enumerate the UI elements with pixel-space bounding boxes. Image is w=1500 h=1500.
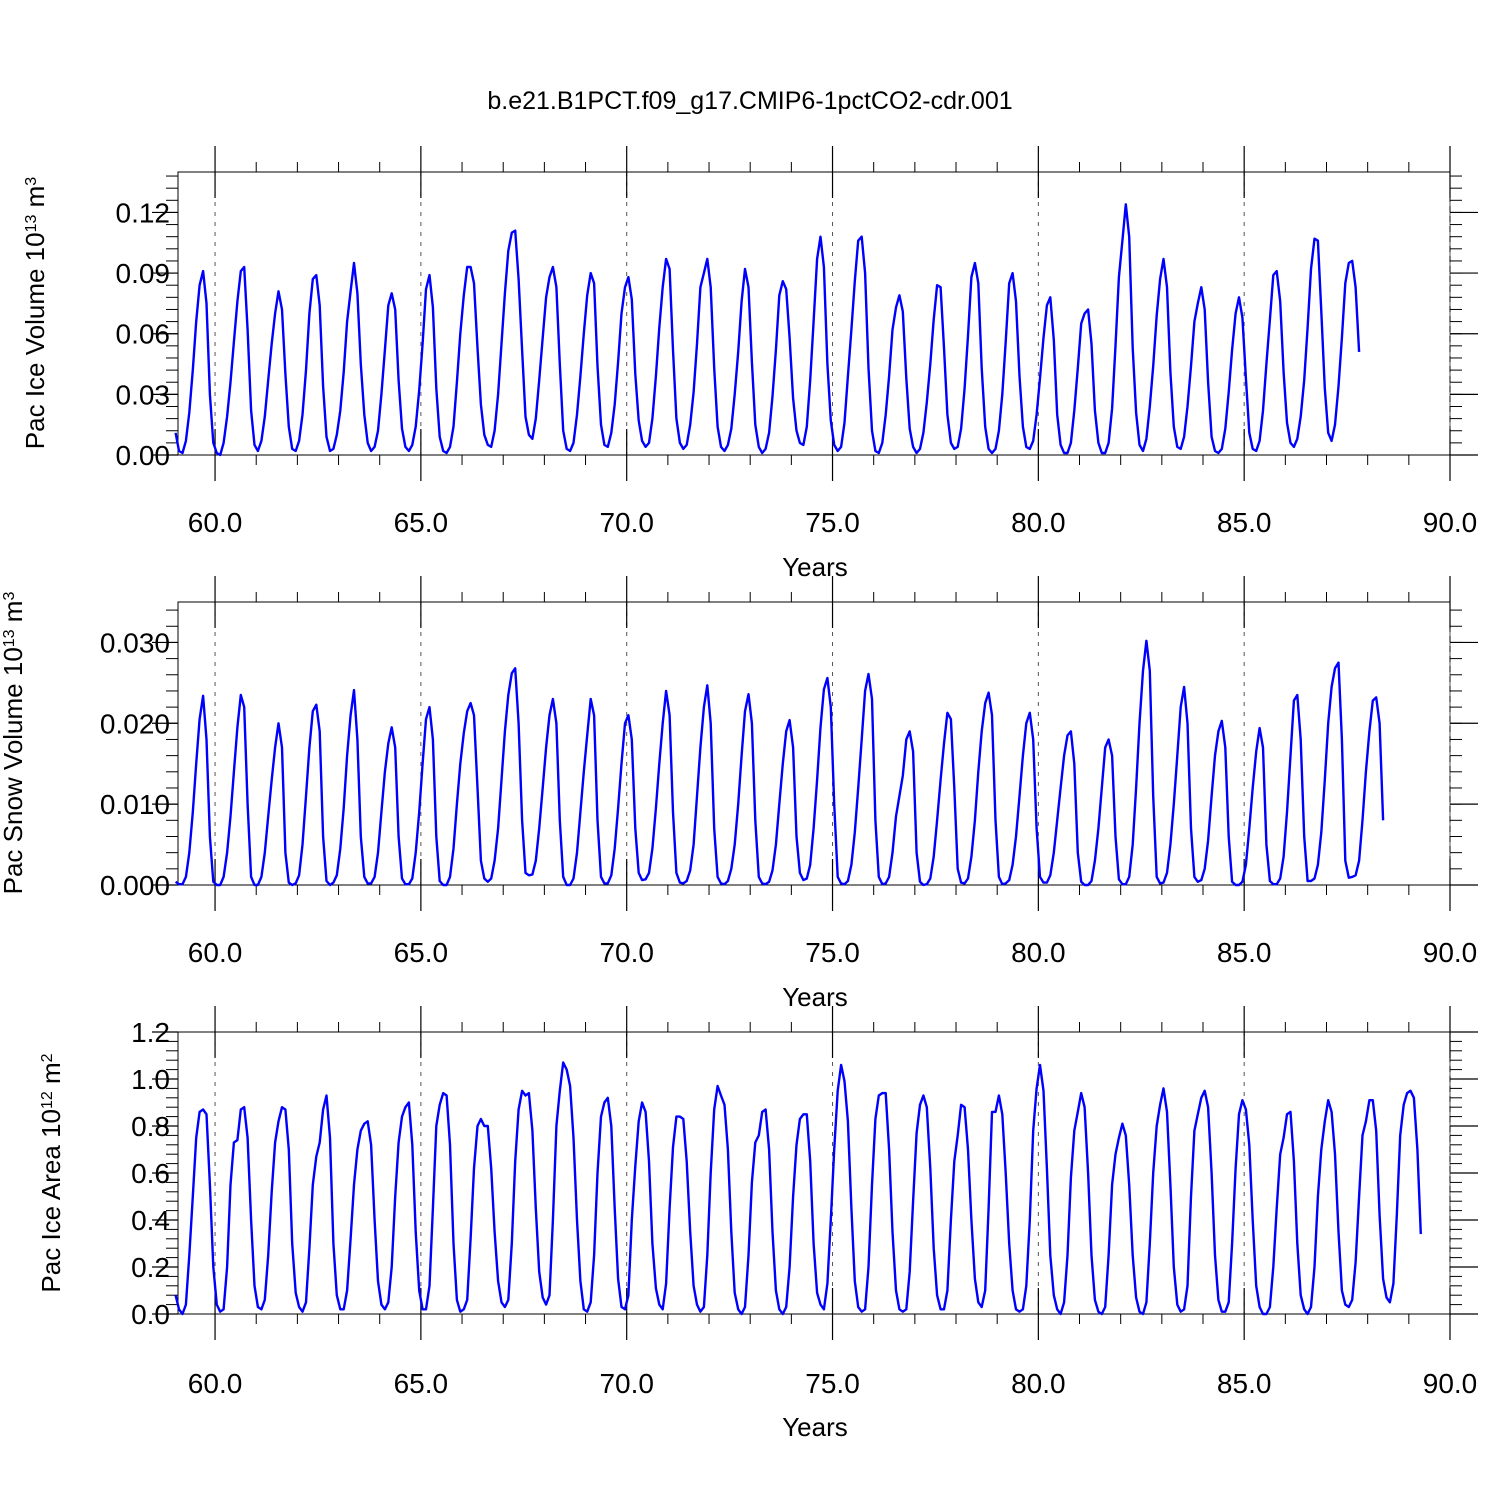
y-axis-title-superscript: 3 [1, 592, 18, 601]
y-tick-label: 0.020 [100, 708, 170, 739]
y-tick-label: 0.2 [131, 1252, 170, 1283]
y-tick-label: 0.09 [116, 258, 171, 289]
x-axis-title: Years [782, 1412, 848, 1442]
y-axis-title: Pac Ice Volume 1013 m3 [20, 177, 50, 450]
panel-snow-volume: 60.0 65.0 70.0 75.0 80.0 85.0 90.0 0.000 0.010 0.… [0, 576, 1478, 1012]
x-tick-label: 60.0 [188, 937, 243, 968]
series-line [174, 203, 1361, 457]
y-tick-label: 0.06 [116, 319, 171, 350]
y-axis-title-superscript: 2 [39, 1053, 56, 1062]
y-tick-label: 1.2 [131, 1017, 170, 1048]
panel-ice-volume: 60.0 65.0 70.0 75.0 80.0 85.0 90.0 0.00 0.03 0.06… [20, 146, 1478, 582]
x-tick-label: 80.0 [1011, 1368, 1066, 1399]
y-axis-title-part: Pac Ice Volume 10 [20, 232, 50, 449]
x-tick-label: 75.0 [805, 937, 860, 968]
x-tick-label: 75.0 [805, 507, 860, 538]
y-tick-label: 0.00 [116, 440, 171, 471]
y-axis-title-part: Pac Snow Volume 10 [0, 647, 28, 894]
y-tick-label: 0.12 [116, 197, 171, 228]
panel-ice-area: 60.0 65.0 70.0 75.0 80.0 85.0 90.0 0.0 0.2 0.4 0.6… [36, 1006, 1478, 1442]
x-axis-title: Years [782, 552, 848, 582]
series-line [174, 639, 1385, 887]
y-axis-title-superscript: 13 [23, 214, 40, 232]
y-axis-title-part: Pac Ice Area 10 [36, 1109, 66, 1293]
x-tick-label: 65.0 [394, 507, 449, 538]
y-tick-label: 0.000 [100, 870, 170, 901]
y-tick-label: 0.0 [131, 1299, 170, 1330]
x-tick-label: 65.0 [394, 937, 449, 968]
x-tick-label: 65.0 [394, 1368, 449, 1399]
x-tick-label: 90.0 [1423, 507, 1478, 538]
y-axis-title-part: m [20, 186, 50, 215]
x-tick-label: 85.0 [1217, 937, 1272, 968]
x-tick-label: 60.0 [188, 1368, 243, 1399]
y-tick-label: 0.010 [100, 789, 170, 820]
y-axis-title-part: m [0, 601, 28, 630]
x-tick-label: 85.0 [1217, 1368, 1272, 1399]
y-tick-label: 0.6 [131, 1158, 170, 1189]
x-tick-label: 85.0 [1217, 507, 1272, 538]
y-axis-title: Pac Snow Volume 1013 m3 [0, 592, 28, 895]
series-line [174, 1061, 1422, 1316]
x-tick-label: 80.0 [1011, 507, 1066, 538]
figure-title: b.e21.B1PCT.f09_g17.CMIP6-1pctCO2-cdr.00… [487, 87, 1012, 115]
y-axis-title-part: m [36, 1062, 66, 1091]
y-axis-title-superscript: 13 [1, 629, 18, 647]
y-axis-title: Pac Ice Area 1012 m2 [36, 1053, 66, 1292]
y-tick-label: 0.4 [131, 1205, 170, 1236]
x-tick-label: 80.0 [1011, 937, 1066, 968]
x-tick-label: 70.0 [599, 507, 654, 538]
y-tick-label: 0.8 [131, 1111, 170, 1142]
x-tick-label: 90.0 [1423, 937, 1478, 968]
y-axis-title-superscript: 3 [23, 177, 40, 186]
x-tick-label: 70.0 [599, 1368, 654, 1399]
y-tick-label: 1.0 [131, 1064, 170, 1095]
x-tick-label: 75.0 [805, 1368, 860, 1399]
x-tick-label: 60.0 [188, 507, 243, 538]
x-tick-label: 90.0 [1423, 1368, 1478, 1399]
x-axis-title: Years [782, 982, 848, 1012]
y-tick-label: 0.03 [116, 379, 171, 410]
x-tick-label: 70.0 [599, 937, 654, 968]
y-tick-label: 0.030 [100, 627, 170, 658]
y-axis-title-superscript: 12 [39, 1091, 56, 1109]
